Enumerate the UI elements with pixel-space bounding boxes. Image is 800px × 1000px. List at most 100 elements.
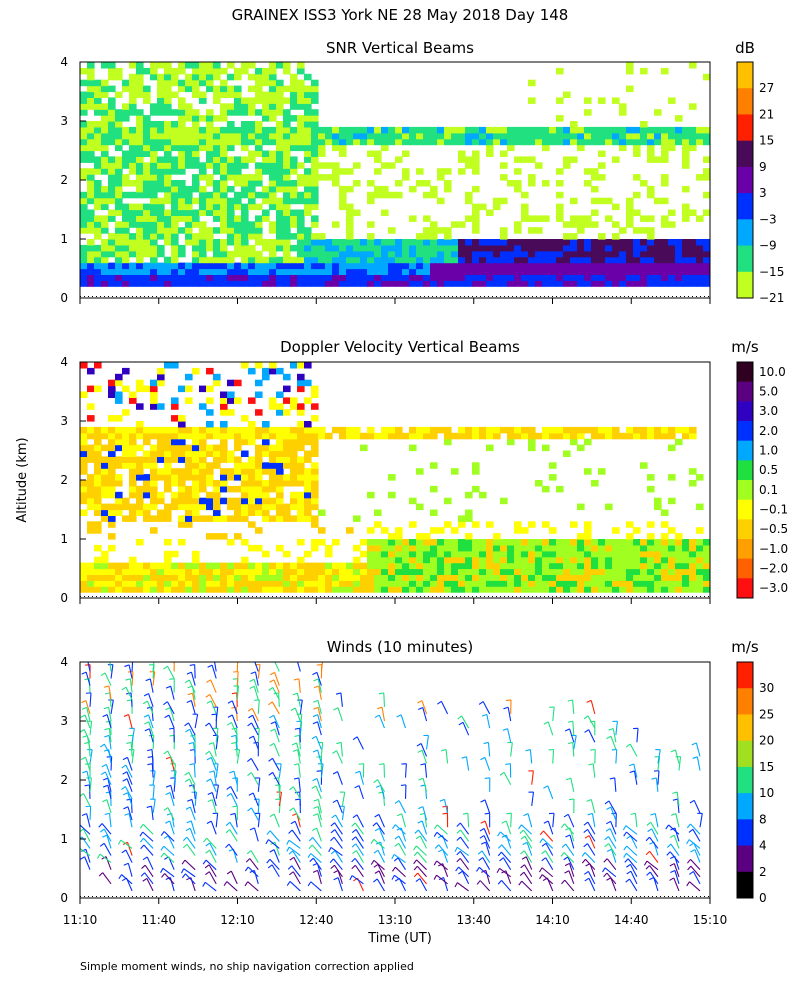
heatmap-cell [339,432,347,440]
heatmap-cell [479,426,487,434]
heatmap-cell [654,126,662,134]
wind-barb-flag [374,714,380,719]
heatmap-cell [626,533,634,540]
heatmap-cell [451,580,459,587]
heatmap-cell [269,180,277,187]
heatmap-cell [535,244,543,252]
heatmap-cell [297,491,305,499]
heatmap-cell [87,156,95,163]
heatmap-cell [339,586,347,593]
heatmap-cell [297,385,305,393]
heatmap-cell [339,274,347,281]
wind-barb-flag [81,706,87,710]
heatmap-cell [332,138,340,146]
heatmap-cell [192,426,200,434]
heatmap-cell [668,97,676,104]
heatmap-cell [276,244,284,252]
heatmap-cell [311,480,319,487]
heatmap-cell [87,491,95,499]
heatmap-cell [570,262,578,270]
heatmap-cell [276,450,284,457]
heatmap-cell [451,550,459,558]
heatmap-cell [311,233,319,240]
heatmap-cell [640,256,648,264]
heatmap-cell [248,480,256,487]
heatmap-cell [374,138,382,146]
heatmap-cell [150,491,158,499]
heatmap-cell [654,250,662,258]
heatmap-cell [101,509,109,516]
heatmap-cell [220,180,228,187]
heatmap-cell [269,426,277,434]
heatmap-cell [577,539,585,546]
heatmap-cell [87,62,95,69]
heatmap-cell [164,162,172,169]
heatmap-cell [192,126,200,134]
heatmap-cell [234,239,242,246]
heatmap-cell [234,250,242,258]
heatmap-cell [605,239,613,246]
heatmap-cell [556,568,564,575]
heatmap-cell [164,156,172,163]
heatmap-cell [206,138,214,146]
heatmap-cell [269,474,277,481]
heatmap-cell [171,91,179,98]
heatmap-cell [248,580,256,587]
heatmap-cell [619,109,627,116]
wind-barb [252,715,259,729]
heatmap-cell [402,132,410,140]
heatmap-cell [269,132,277,140]
heatmap-cell [129,244,137,252]
heatmap-cell [332,126,340,134]
wind-barb [572,721,575,736]
heatmap-cell [479,268,487,275]
heatmap-cell [689,426,697,434]
heatmap-cell [367,580,375,587]
heatmap-cell [528,550,536,558]
wind-barb [355,843,364,856]
heatmap-cell [563,544,571,552]
heatmap-cell [94,215,102,222]
heatmap-cell [549,580,557,587]
heatmap-cell [311,144,319,152]
heatmap-cell [115,144,123,152]
wind-barb [542,838,554,849]
heatmap-cell [409,274,417,281]
heatmap-cell [360,244,368,252]
wind-barb-flag [147,756,153,758]
heatmap-cell [654,550,662,558]
heatmap-cell [696,274,704,281]
heatmap-cell [423,244,431,252]
heatmap-cell [661,150,669,157]
heatmap-cell [178,521,186,528]
heatmap-cell [87,239,95,246]
heatmap-cell [696,474,704,481]
heatmap-cell [521,244,529,252]
wind-barb-flag [433,824,438,830]
heatmap-cell [437,138,445,146]
heatmap-cell [283,426,291,434]
heatmap-cell [577,132,585,140]
heatmap-cell [206,385,214,393]
heatmap-cell [129,62,137,69]
heatmap-cell [416,468,424,475]
wind-barb [298,735,301,750]
wind-barb-flag [82,658,87,660]
wind-barb [378,828,385,842]
wind-barb-flag [563,856,569,861]
heatmap-cell [227,185,235,193]
wind-barb [547,785,554,800]
wind-barb [298,678,301,693]
wind-barb [341,806,345,821]
heatmap-cell [220,144,228,152]
heatmap-cell [514,180,522,187]
wind-barb [85,671,91,686]
heatmap-cell [395,544,403,552]
heatmap-cell [199,403,207,410]
heatmap-cell [192,221,200,228]
wind-barb [316,827,322,842]
heatmap-cell [381,586,389,593]
heatmap-cell [178,497,186,505]
wind-barb-flag [604,800,610,805]
heatmap-cell [535,550,543,558]
